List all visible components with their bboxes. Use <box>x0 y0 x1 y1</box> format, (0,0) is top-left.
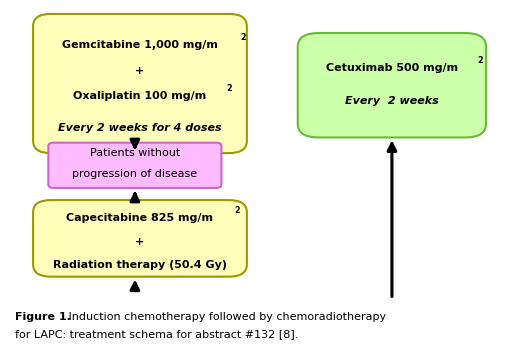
Text: +: + <box>135 66 145 76</box>
Text: 2: 2 <box>226 84 232 93</box>
FancyBboxPatch shape <box>48 143 221 188</box>
Text: Gemcitabine 1,000 mg/m: Gemcitabine 1,000 mg/m <box>62 40 218 50</box>
Text: Oxaliplatin 100 mg/m: Oxaliplatin 100 mg/m <box>73 91 207 101</box>
Text: 2: 2 <box>0 347 1 348</box>
Text: for LAPC: treatment schema for abstract #132 [8].: for LAPC: treatment schema for abstract … <box>15 329 299 339</box>
Text: Figure 1.: Figure 1. <box>15 312 71 322</box>
Text: Every 2 weeks for 4 doses: Every 2 weeks for 4 doses <box>58 123 222 133</box>
FancyBboxPatch shape <box>298 33 486 137</box>
FancyBboxPatch shape <box>33 14 247 153</box>
Text: Capecitabine 825 mg/m: Capecitabine 825 mg/m <box>67 213 213 223</box>
Text: +: + <box>135 237 145 247</box>
Text: 2: 2 <box>241 33 246 42</box>
Text: Radiation therapy (50.4 Gy): Radiation therapy (50.4 Gy) <box>53 260 227 270</box>
Text: 2: 2 <box>235 206 240 214</box>
Text: Every  2 weeks: Every 2 weeks <box>345 96 439 106</box>
Text: 2: 2 <box>477 56 483 65</box>
Text: Induction chemotherapy followed by chemoradiotherapy: Induction chemotherapy followed by chemo… <box>65 312 386 322</box>
FancyBboxPatch shape <box>33 200 247 277</box>
Text: progression of disease: progression of disease <box>72 169 197 179</box>
Text: Patients without: Patients without <box>90 148 180 158</box>
Text: Cetuximab 500 mg/m: Cetuximab 500 mg/m <box>326 63 458 73</box>
